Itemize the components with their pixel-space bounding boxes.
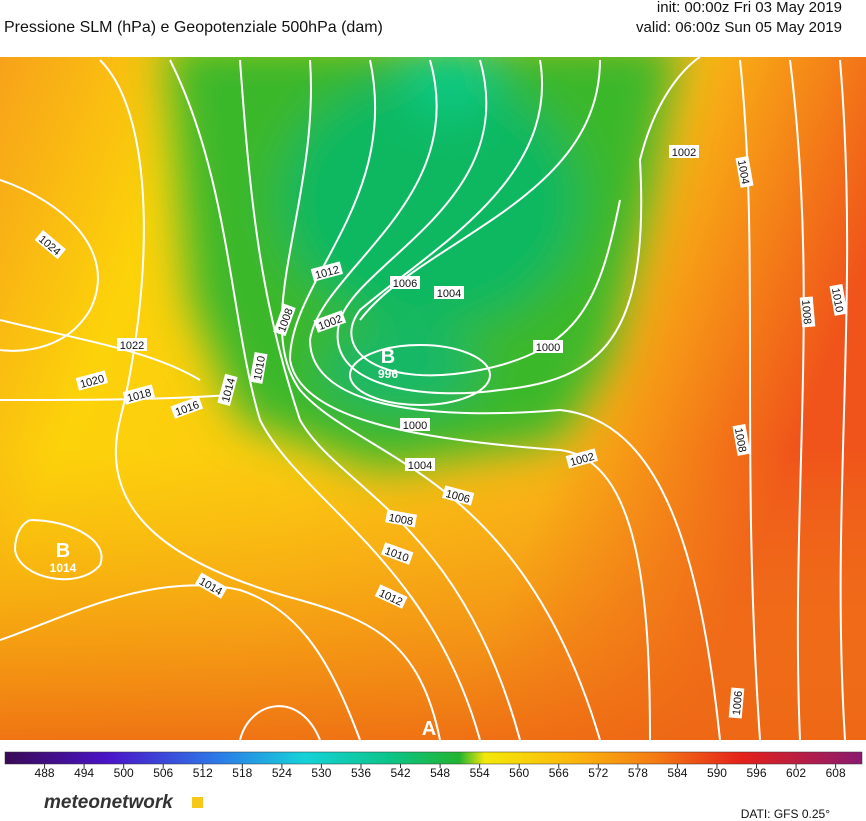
- isobar-label-box: [441, 485, 475, 506]
- isobar-label-text: 1004: [408, 460, 432, 472]
- isobar-label: 1010: [829, 284, 848, 316]
- isobar-label-box: [195, 572, 228, 599]
- isobar-label-box: [249, 352, 268, 384]
- isobar-label-box: [669, 145, 699, 158]
- isobar-label-text: 1004: [437, 288, 461, 300]
- colorbar-tick-label: 608: [826, 766, 846, 780]
- isobar-label-box: [122, 384, 156, 405]
- isobar-label-text: 1002: [672, 147, 696, 159]
- colorbar-tick-label: 506: [153, 766, 173, 780]
- map-title: Pressione SLM (hPa) e Geopotenziale 500h…: [4, 19, 383, 36]
- isobar-label: 1000: [400, 418, 430, 432]
- isobar-label-text: 1010: [252, 355, 268, 381]
- logo-square: [192, 797, 203, 808]
- isobar-label-box: [728, 687, 745, 719]
- isobar-label: 1006: [390, 276, 420, 290]
- data-source: DATI: GFS 0.25°: [741, 807, 830, 821]
- isobar-label: 1004: [434, 286, 464, 300]
- isobar-label-box: [273, 303, 296, 337]
- valid-time: valid: 06:00z Sun 05 May 2019: [636, 19, 842, 36]
- isobar-label-text: 1008: [799, 299, 813, 324]
- logo: meteonetwork: [44, 792, 174, 813]
- colorbar-tick-label: 542: [391, 766, 411, 780]
- colorbar-tick-label: 494: [74, 766, 94, 780]
- colorbar-tick-label: 536: [351, 766, 371, 780]
- colorbar: [4, 751, 863, 765]
- colorbar-tick-label: 584: [667, 766, 687, 780]
- isobar-label-text: 1006: [731, 690, 745, 715]
- isobar-label: 1022: [117, 338, 147, 352]
- colorbar-tick-label: 578: [628, 766, 648, 780]
- isobar-label: 1004: [735, 156, 754, 188]
- isobar-label-box: [735, 156, 754, 188]
- center-letter: B: [56, 540, 70, 562]
- colorbar-tick-label: 560: [509, 766, 529, 780]
- map-field: [0, 57, 866, 740]
- colorbar-tick-label: 602: [786, 766, 806, 780]
- center-value: 1014: [50, 561, 77, 575]
- colorbar-tick-label: 518: [232, 766, 252, 780]
- isobar-label-text: 1000: [403, 420, 427, 432]
- isobar-label-box: [217, 373, 238, 407]
- isobar-label-box: [400, 418, 430, 431]
- isobar-label-text: 1008: [732, 427, 748, 453]
- isobar-label: 1008: [799, 296, 816, 328]
- isobar-label-box: [390, 276, 420, 289]
- isobar-label: 1008: [385, 509, 417, 528]
- isobar-label-box: [829, 284, 848, 316]
- colorbar-tick-label: 596: [747, 766, 767, 780]
- isobar-label-text: 1010: [829, 287, 845, 313]
- isobar-label-text: 1022: [120, 340, 144, 352]
- colorbar-tick-label: 548: [430, 766, 450, 780]
- isobars: [0, 57, 849, 740]
- colorbar-tick-label: 566: [549, 766, 569, 780]
- colorbar-tick-label: 572: [588, 766, 608, 780]
- isobar-label-text: 1000: [536, 342, 560, 354]
- center-letter: A: [422, 718, 436, 740]
- colorbar-tick-label: 554: [470, 766, 490, 780]
- isobar-label-box: [313, 310, 347, 333]
- isobar-label-text: 1006: [393, 278, 417, 290]
- isobar-label-box: [405, 458, 435, 471]
- colorbar-tick-label: 524: [272, 766, 292, 780]
- isobar-label-text: 1008: [388, 512, 414, 528]
- isobar-label-box: [799, 296, 816, 328]
- center-value: 996: [378, 367, 398, 381]
- isobar-label-box: [533, 340, 563, 353]
- isobar-label: 1004: [405, 458, 435, 472]
- isobar-label-box: [565, 448, 599, 469]
- colorbar-tick-label: 590: [707, 766, 727, 780]
- isobar-label-box: [385, 509, 417, 528]
- isobar-label-box: [374, 584, 408, 609]
- center-letter: B: [381, 346, 395, 368]
- isobar-label-box: [34, 229, 66, 260]
- colorbar-tick-label: 530: [311, 766, 331, 780]
- isobar-label-text: 1004: [735, 159, 751, 185]
- init-time: init: 00:00z Fri 03 May 2019: [657, 0, 842, 16]
- isobar-label-box: [310, 261, 344, 282]
- colorbar-tick-label: 500: [114, 766, 134, 780]
- isobar-label-box: [732, 424, 751, 456]
- isobar-label-box: [170, 396, 204, 419]
- isobar-label: 1008: [732, 424, 751, 456]
- isobar-label: 1006: [728, 687, 745, 719]
- isobar-label-box: [75, 370, 109, 391]
- isobar-label-box: [434, 286, 464, 299]
- isobar-label: 1010: [249, 352, 268, 384]
- isobar-label-box: [117, 338, 147, 351]
- isobar-label: 1000: [533, 340, 563, 354]
- colorbar-tick-label: 488: [35, 766, 55, 780]
- isobar-label-box: [380, 542, 414, 565]
- colorbar-tick-label: 512: [193, 766, 213, 780]
- isobar-label: 1002: [669, 145, 699, 159]
